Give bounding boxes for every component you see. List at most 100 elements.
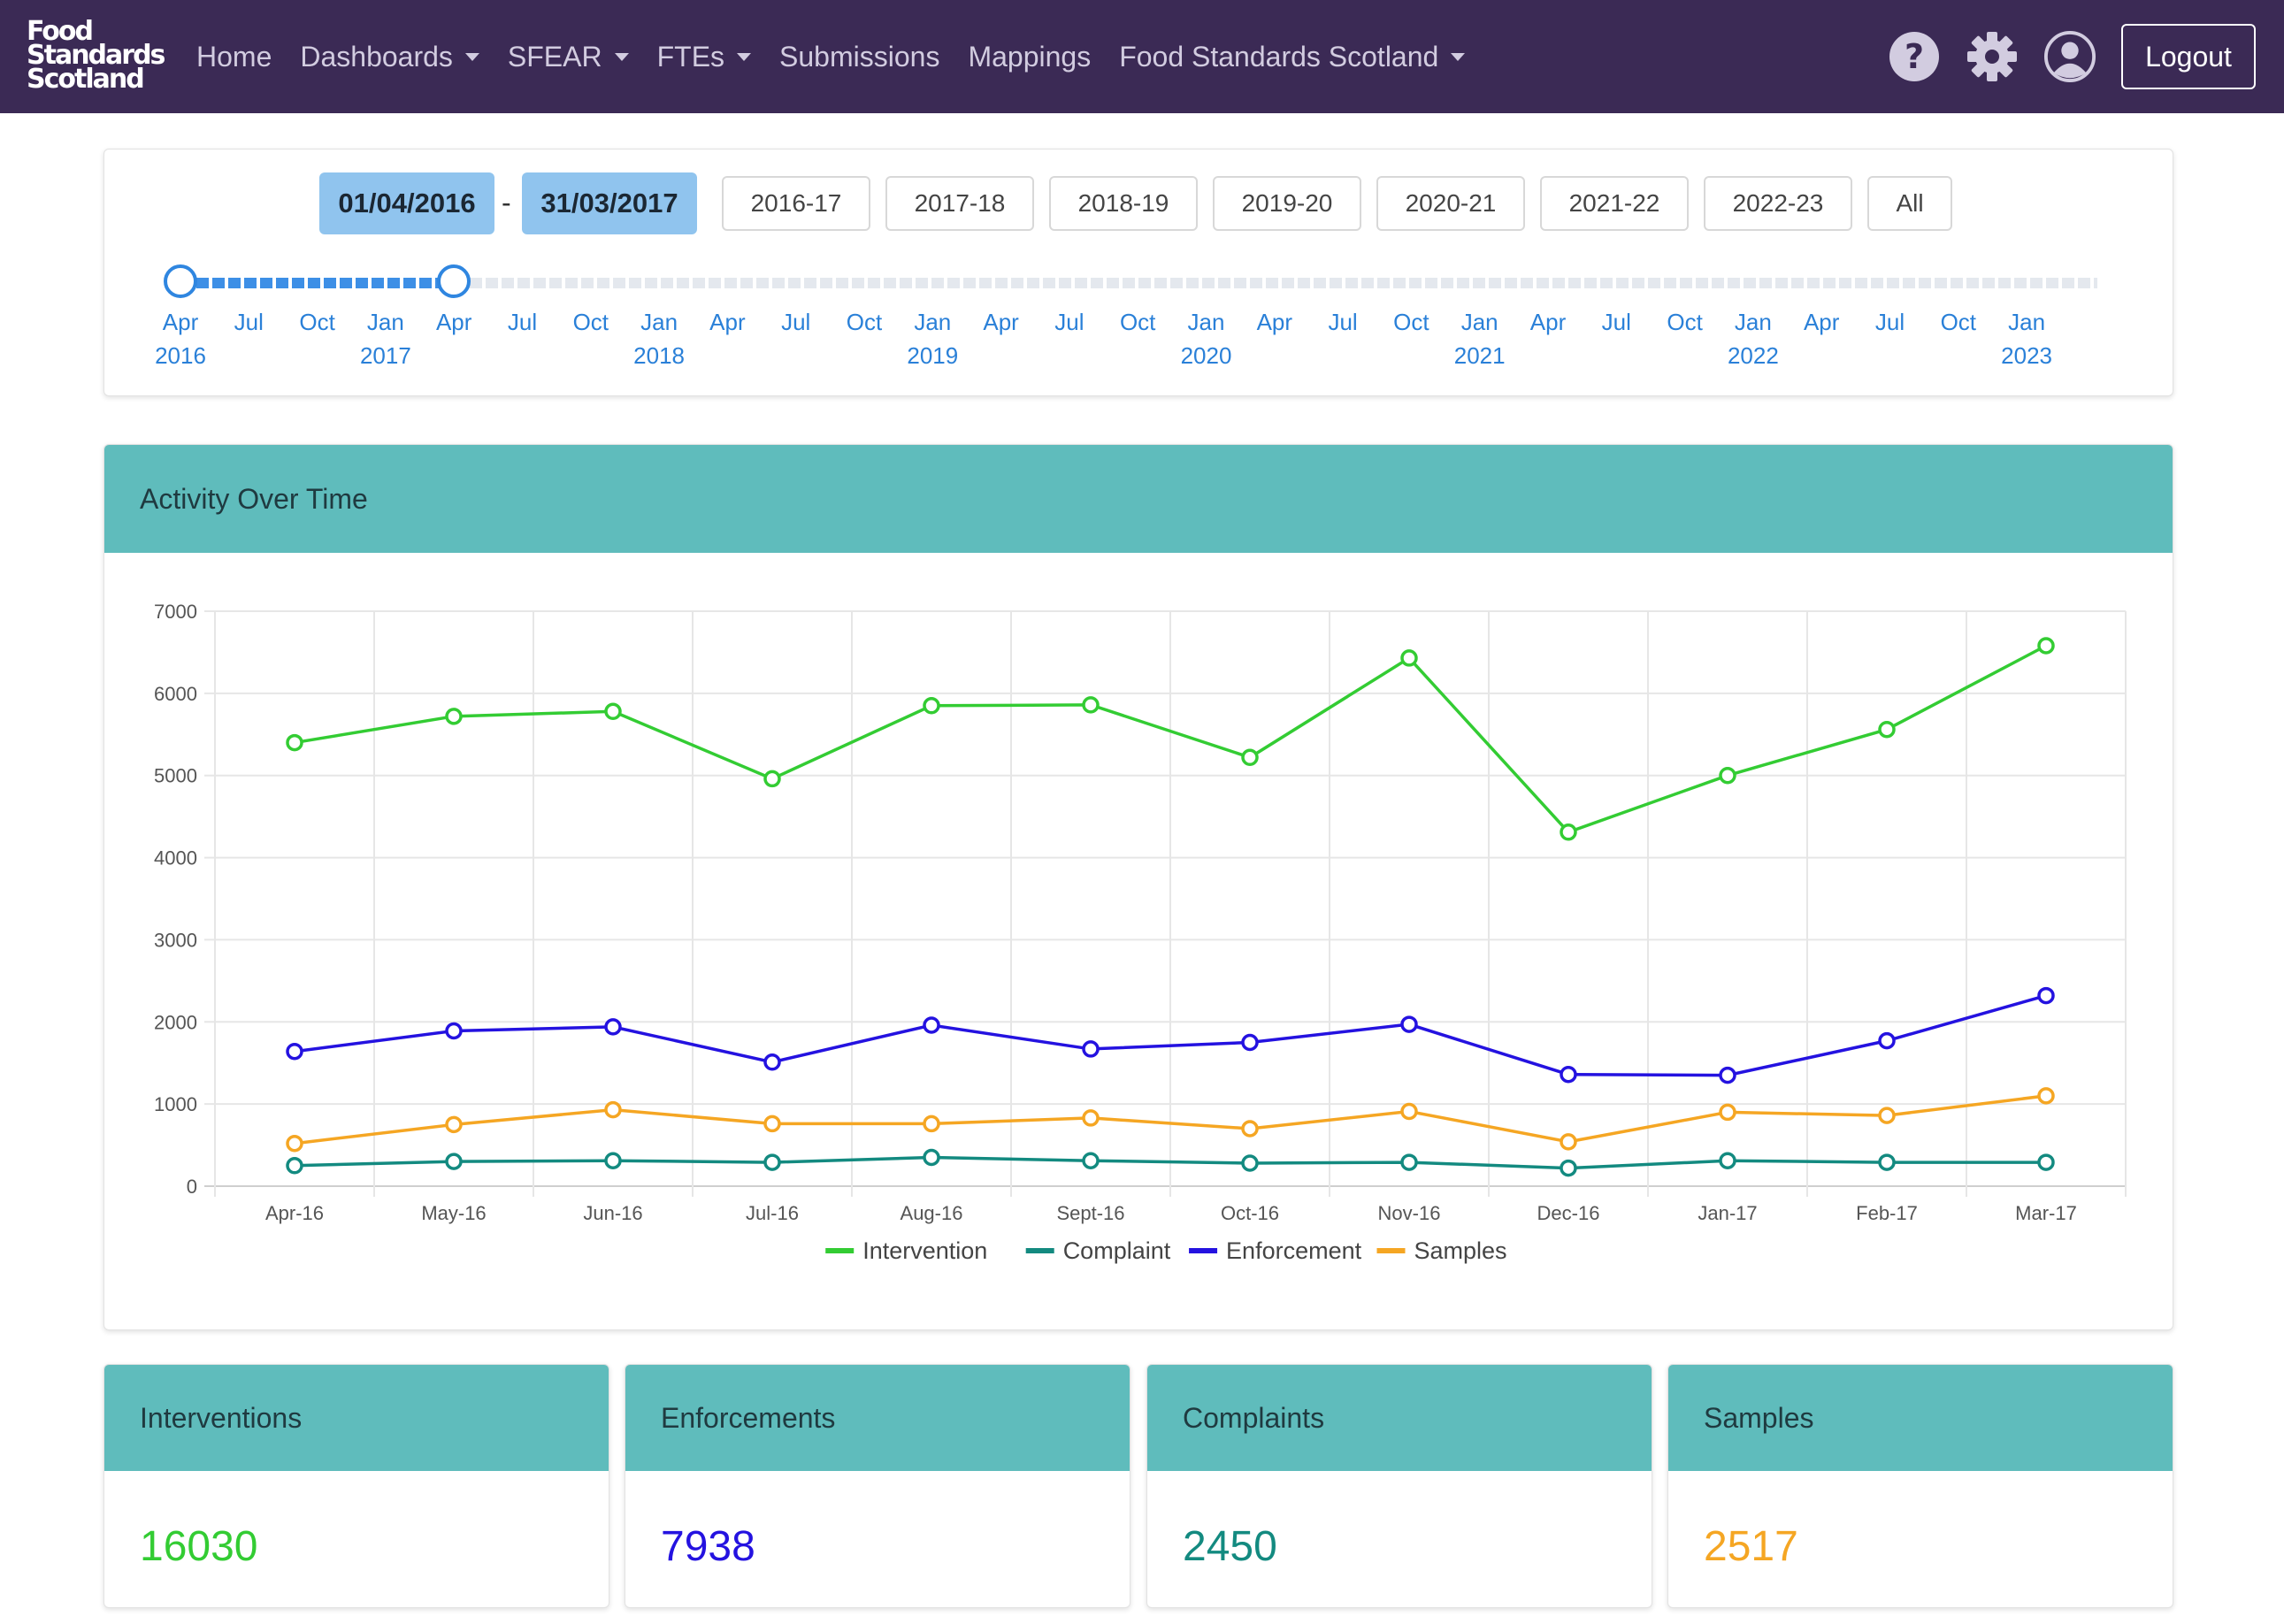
samples-data-point bbox=[1400, 1102, 1418, 1121]
timeline-month-label: Apr bbox=[1256, 309, 1293, 335]
logout-button[interactable]: Logout bbox=[2121, 24, 2256, 89]
timeline-year-label: 2018 bbox=[633, 342, 686, 369]
enforcements-summary-card: Enforcements 7938 bbox=[625, 1364, 1131, 1608]
x-tick-label: Jul-16 bbox=[746, 1202, 799, 1224]
intervention-data-point bbox=[1400, 649, 1418, 667]
timeline-month-label: Jan bbox=[366, 309, 404, 335]
question-circle-icon[interactable]: ? bbox=[1888, 30, 1941, 83]
complaint-data-point bbox=[1719, 1152, 1736, 1169]
timeline-year-label: 2021 bbox=[1453, 342, 1506, 369]
food-standards-scotland-logo[interactable]: Food Standards Scotland bbox=[27, 19, 165, 96]
interventions-summary-card: Interventions 16030 bbox=[103, 1364, 609, 1608]
timeline-month-label: Jul bbox=[1054, 309, 1085, 335]
timeline-month-label: Apr bbox=[1529, 309, 1567, 335]
legend-label: Complaint bbox=[1063, 1237, 1171, 1264]
nav-organisation-dropdown[interactable]: Food Standards Scotland bbox=[1119, 41, 1466, 73]
enforcement-data-point bbox=[2037, 986, 2055, 1005]
slider-end-handle[interactable] bbox=[437, 264, 471, 298]
activity-card-header: Activity Over Time bbox=[104, 445, 2173, 553]
y-tick-label: 1000 bbox=[154, 1093, 197, 1115]
user-circle-icon[interactable] bbox=[2043, 30, 2096, 83]
legend-label: Samples bbox=[1414, 1237, 1507, 1264]
chevron-down-icon bbox=[614, 52, 629, 61]
timeline-year-label: 2016 bbox=[155, 342, 206, 369]
fy-button-all[interactable]: All bbox=[1867, 176, 1952, 231]
y-tick-label: 6000 bbox=[154, 683, 197, 705]
nav-home-label: Home bbox=[196, 40, 272, 73]
enforcement-data-point bbox=[1719, 1066, 1736, 1084]
enforcement-data-point bbox=[445, 1022, 463, 1040]
intervention-data-point bbox=[2037, 637, 2055, 655]
timeline-month-label: Jul bbox=[1328, 309, 1358, 335]
enforcement-data-point bbox=[1082, 1040, 1100, 1058]
date-range-slider[interactable]: Apr 2016 Jul Oct Jan 2017 Apr Jul Oct Jan 2018 Apr J… bbox=[104, 149, 2173, 395]
timeline-month-label: Jul bbox=[1601, 309, 1631, 335]
y-tick-label: 4000 bbox=[154, 847, 197, 869]
nav-ftes-dropdown[interactable]: FTEs bbox=[657, 41, 752, 73]
x-tick-label: Jun-16 bbox=[583, 1202, 642, 1224]
timeline-month-label: Jul bbox=[234, 309, 264, 335]
complaint-data-point bbox=[1241, 1154, 1259, 1172]
timeline-year-label: 2020 bbox=[1180, 342, 1232, 369]
complaint-series-line bbox=[294, 1155, 2046, 1170]
y-tick-label: 7000 bbox=[154, 601, 197, 623]
timeline-month-label: Jul bbox=[1874, 309, 1905, 335]
intervention-data-point bbox=[1719, 766, 1736, 785]
nav-submissions[interactable]: Submissions bbox=[779, 41, 939, 73]
timeline-month-label: Jan bbox=[914, 309, 952, 335]
nav-actions: ? bbox=[1863, 23, 2256, 90]
nav-dashboards-dropdown[interactable]: Dashboards bbox=[300, 41, 479, 73]
logo-line-3: Scotland bbox=[27, 64, 145, 95]
fy-button-2016-17[interactable]: 2016-17 bbox=[722, 176, 870, 231]
enforcement-data-point bbox=[923, 1016, 940, 1034]
timeline-month-label: Apr bbox=[435, 309, 472, 335]
activity-line-chart: 0 1000 2000 3000 4000 5000 6000 7000 Apr-16 May-1… bbox=[154, 601, 2127, 1264]
samples-data-point bbox=[2037, 1087, 2055, 1105]
fy-button-2021-22[interactable]: 2021-22 bbox=[1540, 176, 1689, 231]
enforcement-data-point bbox=[286, 1042, 303, 1061]
fy-button-2022-23[interactable]: 2022-23 bbox=[1704, 176, 1852, 231]
fy-button-2020-21[interactable]: 2020-21 bbox=[1376, 176, 1525, 231]
legend-label: Enforcement bbox=[1226, 1237, 1362, 1264]
slider-unselected-track bbox=[454, 278, 2098, 288]
timeline-month-label: Apr bbox=[162, 309, 199, 335]
end-date-value: 31/03/2017 bbox=[540, 188, 678, 218]
summary-card-title: Samples bbox=[1704, 1401, 1814, 1434]
timeline-month-label: Oct bbox=[299, 309, 335, 335]
fy-button-label: 2022-23 bbox=[1732, 189, 1824, 217]
summary-card-header: Complaints bbox=[1147, 1365, 1652, 1471]
slider-start-handle[interactable] bbox=[164, 264, 197, 298]
samples-data-point bbox=[763, 1115, 781, 1133]
nav-sfear-dropdown[interactable]: SFEAR bbox=[508, 41, 629, 73]
y-tick-label: 0 bbox=[187, 1176, 197, 1198]
timeline-month-label: Apr bbox=[1803, 309, 1840, 335]
timeline-month-label: Jan bbox=[1187, 309, 1225, 335]
end-date-input[interactable]: 31/03/2017 bbox=[522, 172, 697, 234]
samples-data-point bbox=[1719, 1103, 1736, 1122]
start-date-input[interactable]: 01/04/2016 bbox=[319, 172, 494, 234]
complaint-data-point bbox=[1878, 1153, 1896, 1171]
timeline-month-label: Jan bbox=[1734, 309, 1772, 335]
timeline-month-label: Jan bbox=[640, 309, 678, 335]
summary-card-header: Interventions bbox=[104, 1365, 609, 1471]
timeline-month-label: Jul bbox=[781, 309, 811, 335]
summary-card-title: Enforcements bbox=[661, 1401, 836, 1434]
nav-home[interactable]: Home bbox=[196, 41, 272, 73]
x-tick-label: Feb-17 bbox=[1856, 1202, 1918, 1224]
timeline-month-label: Oct bbox=[1393, 309, 1429, 335]
legend-label: Intervention bbox=[862, 1237, 987, 1264]
legend-item-enforcement: Enforcement bbox=[1189, 1237, 1362, 1264]
fy-button-2018-19[interactable]: 2018-19 bbox=[1049, 176, 1198, 231]
y-tick-label: 3000 bbox=[154, 929, 197, 951]
enforcement-data-point bbox=[763, 1053, 781, 1071]
fy-button-2017-18[interactable]: 2017-18 bbox=[885, 176, 1034, 231]
gear-icon[interactable] bbox=[1966, 30, 2019, 83]
complaint-data-point bbox=[923, 1148, 940, 1167]
intervention-data-point bbox=[604, 702, 622, 721]
activity-chart-card: Activity Over Time 0 1000 2000 3000 4000 5000… bbox=[103, 444, 2173, 1330]
slider-selected-range bbox=[180, 278, 455, 288]
nav-mappings[interactable]: Mappings bbox=[968, 41, 1091, 73]
legend-item-samples: Samples bbox=[1376, 1237, 1507, 1264]
fy-button-2019-20[interactable]: 2019-20 bbox=[1213, 176, 1361, 231]
timeline-year-label: 2019 bbox=[907, 342, 959, 369]
